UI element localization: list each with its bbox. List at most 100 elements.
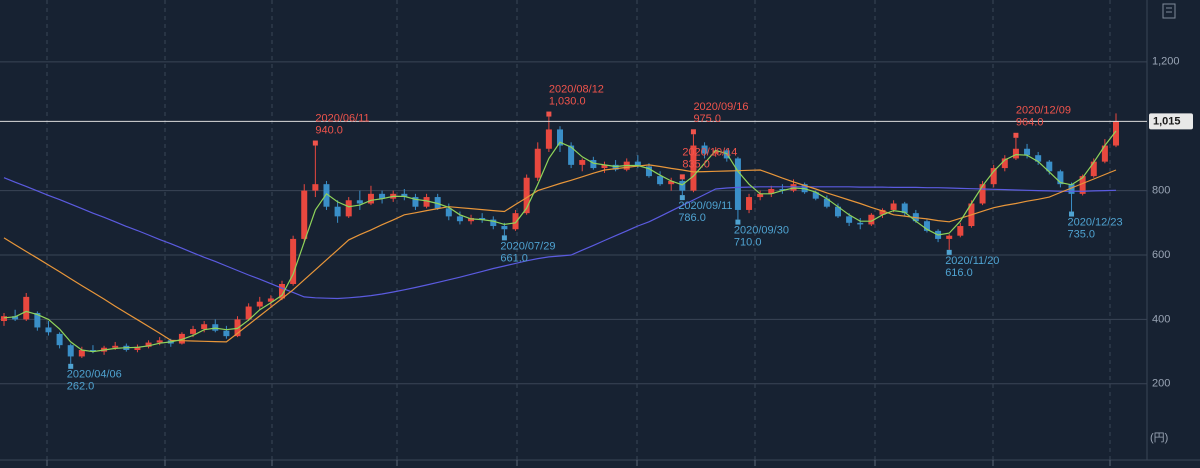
candle-body [746,197,753,210]
low-price: 710.0 [734,236,762,248]
y-tick-label: 200 [1152,378,1170,390]
candle-body [1101,145,1108,162]
low-date: 2020/07/29 [500,240,555,252]
low-marker [501,235,507,241]
candle-body [290,238,297,284]
candle-body [568,145,575,165]
candle-body [712,150,719,154]
candle-body [23,296,30,320]
candle-body [579,160,586,165]
candle-body [890,203,897,210]
candle-body [879,209,886,215]
candle-body [1035,155,1042,162]
candle-body [957,226,964,236]
candle-body [256,301,263,307]
candle-body [267,298,274,302]
settings-icon[interactable] [1162,3,1176,19]
candle-body [523,177,530,214]
low-date: 2020/09/11 [678,200,732,212]
y-tick-label: 400 [1152,313,1170,325]
high-price: 964.0 [1016,117,1044,129]
candle-body [367,193,374,204]
candle-body [34,312,41,328]
icon-frame [1162,3,1176,19]
candle-body [468,217,475,222]
candle-body [223,330,230,337]
candle-body [345,200,352,217]
candle-body [212,324,219,331]
moving-average-line [3,164,1117,343]
candle-body [946,235,953,239]
candle-body [1079,176,1086,194]
low-marker [946,249,952,255]
candle-body [857,222,864,225]
high-date: 2020/12/09 [1016,105,1071,117]
candle-body [757,193,764,198]
high-date: 2020/09/16 [693,101,748,113]
low-price: 616.0 [945,267,973,279]
candle-body [657,176,664,185]
candle-body [134,346,141,350]
candle-body [56,333,63,346]
candle-body [923,221,930,231]
current-price-box [1149,113,1193,130]
high-price: 835.0 [682,158,710,170]
candle-body [334,206,341,217]
candle-body [868,214,875,225]
candle-body [1113,121,1119,146]
candle-body [301,190,308,239]
candle-body [612,164,619,170]
candle-body [67,345,74,357]
candle-body [445,208,452,217]
high-marker [679,174,685,180]
high-marker [546,111,552,117]
candle-body [12,316,19,320]
high-marker [690,129,696,135]
candle-body [645,166,652,177]
low-date: 2020/12/23 [1068,216,1123,228]
low-price: 661.0 [500,252,528,264]
candle-body [590,160,597,169]
low-marker [679,195,685,201]
y-tick-label: 800 [1152,185,1170,197]
candle-body [557,129,563,146]
y-tick-label: 600 [1152,249,1170,261]
candle-body [1024,148,1031,156]
candle-body [812,192,819,199]
candle-body [501,226,508,230]
candle-body [379,193,386,199]
y-tick-label: 1,200 [1152,56,1180,68]
candle-body [823,198,830,207]
candle-body [323,184,330,207]
moving-average-line [3,177,1117,300]
candle-body [401,193,408,198]
candle-body [1068,184,1075,194]
high-date: 2020/06/11 [315,112,369,124]
candle-body [434,197,441,209]
candle-body [89,349,96,352]
candle-body [1046,161,1053,172]
candle-body [734,158,741,210]
candle-body [779,189,786,191]
candle-body [1012,148,1019,159]
candle-body [78,349,85,357]
candle-body [901,203,908,214]
candle-body [112,345,119,348]
candle-body [690,145,697,191]
candle-body [979,184,986,204]
candle-body [479,217,486,220]
candle-body [1057,171,1064,185]
candle-body [423,197,430,207]
candle-body [412,197,419,207]
moving-average-line [3,130,1117,353]
candle-body [190,329,197,334]
candle-body [45,327,52,333]
candle-body [245,306,252,320]
candle-body [634,161,641,167]
high-date: 2020/10/14 [682,146,737,158]
candle-body [701,145,708,154]
low-marker [1069,211,1075,217]
